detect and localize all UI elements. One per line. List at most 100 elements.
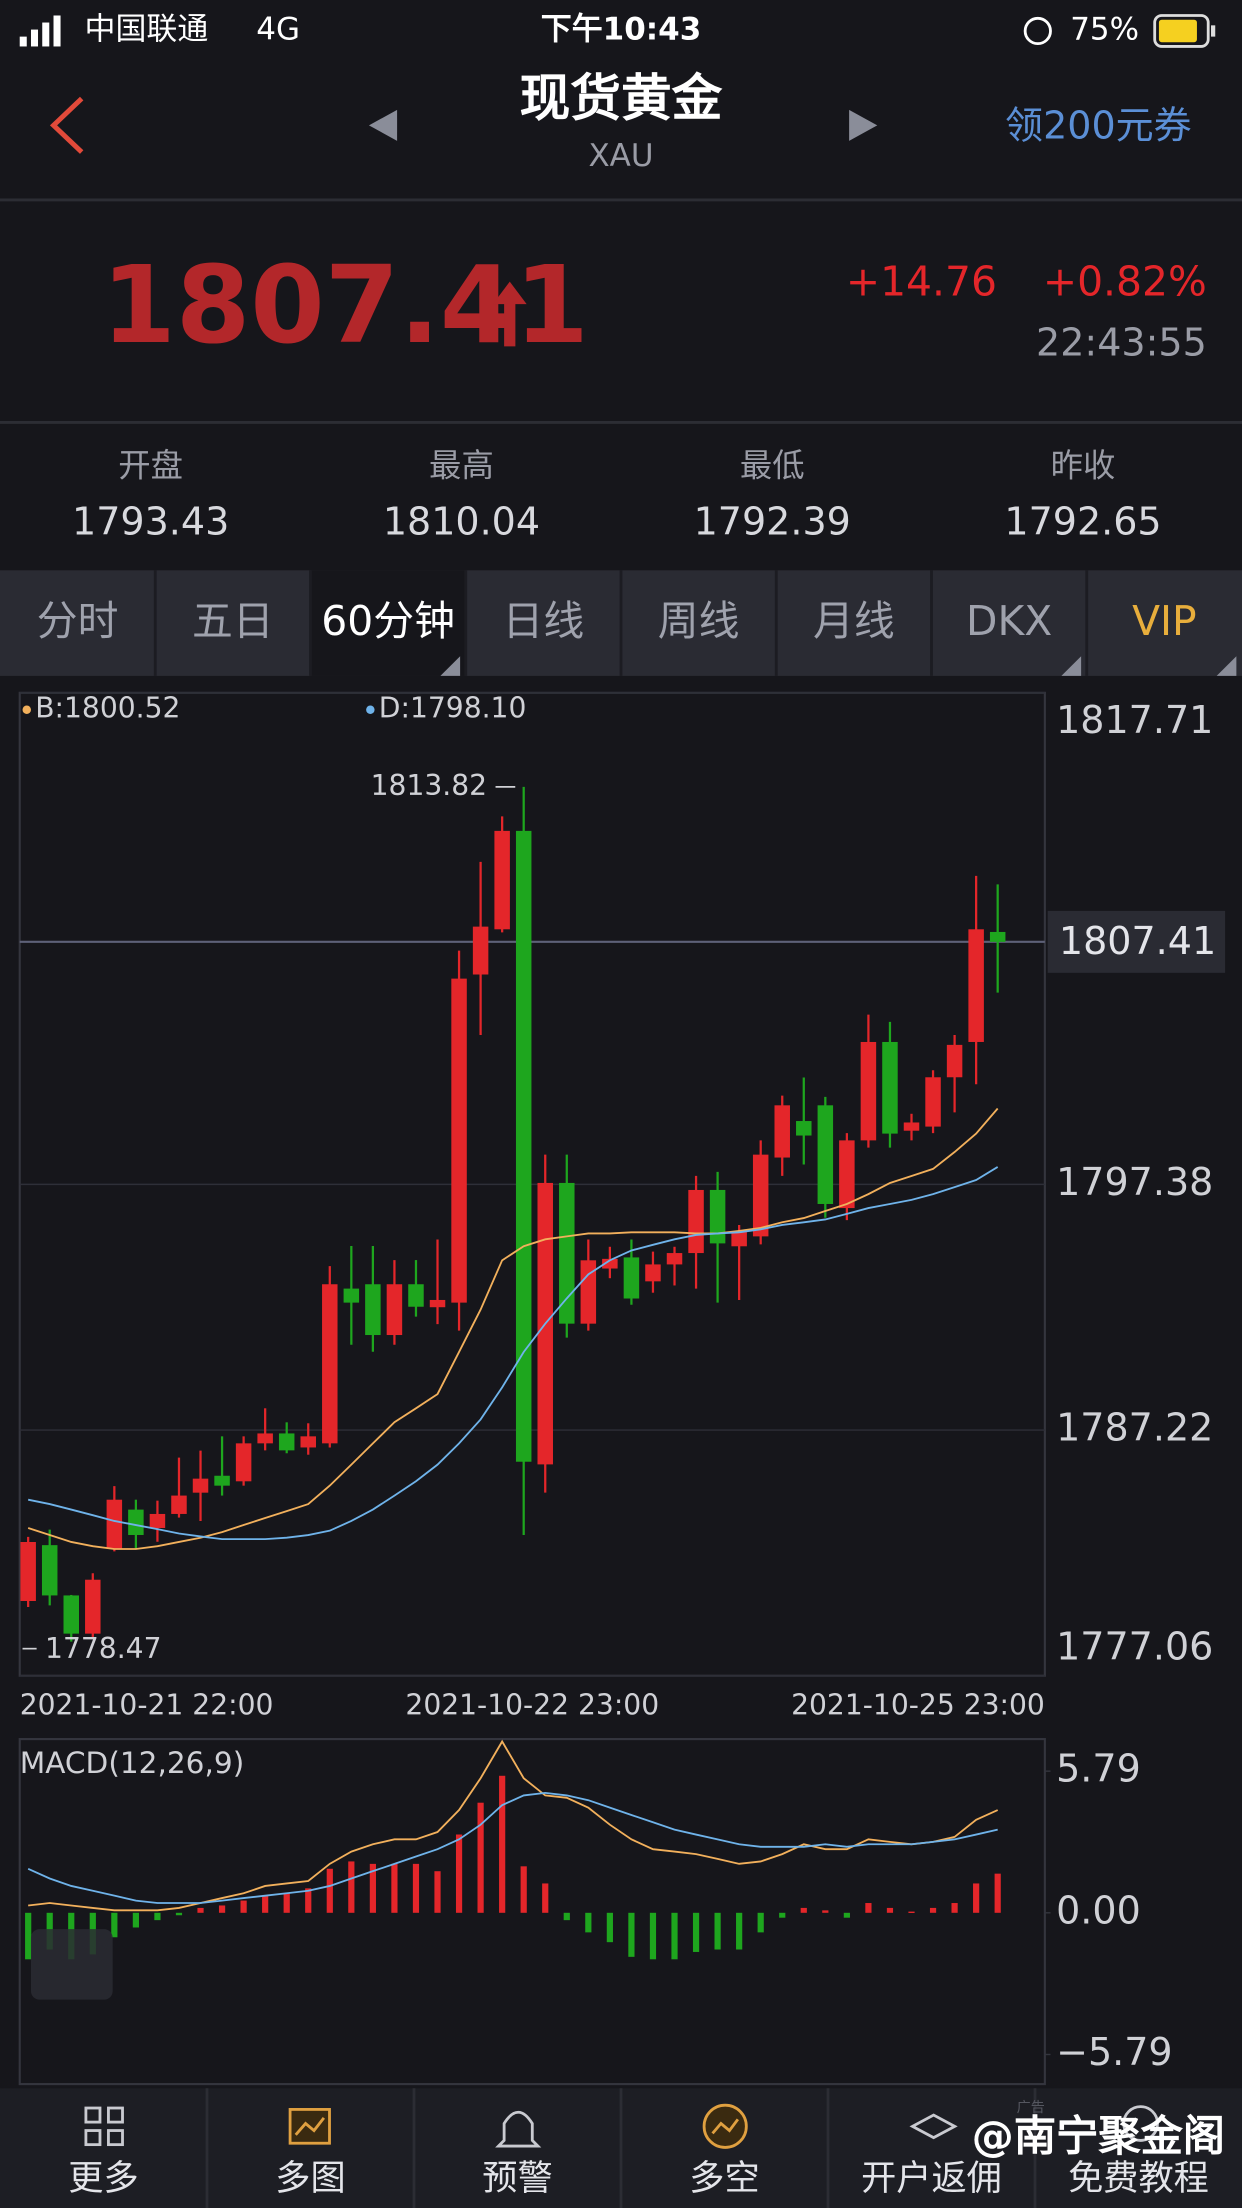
candle-body (903, 1122, 920, 1131)
ma-line (27, 1107, 999, 1550)
macd-bar (434, 1871, 441, 1913)
macd-bar (973, 1883, 980, 1913)
candle-body (709, 1189, 726, 1244)
candle-body (214, 1475, 230, 1486)
candle-body (796, 1121, 812, 1136)
nav-item[interactable]: 免费教程 (1068, 2158, 1209, 2199)
last-price: 1807.41 (101, 244, 588, 368)
candle-body (559, 1182, 575, 1324)
chart: 1817.71 1797.38 1787.22 1777.06 1807.41 B:180… (20, 692, 1226, 2074)
stat-label: 最高 (429, 447, 494, 485)
candle-body (429, 1299, 446, 1308)
candle-body (171, 1495, 187, 1514)
stat-value: 1792.65 (1004, 499, 1161, 543)
candle-body (257, 1433, 273, 1444)
nav-item[interactable]: 更多 (68, 2158, 138, 2199)
back-button[interactable] (49, 96, 84, 154)
macd-bar (757, 1912, 764, 1933)
macd-bar (714, 1912, 721, 1950)
candle-body (149, 1513, 166, 1528)
macd-bar (369, 1863, 376, 1913)
macd-bar (477, 1802, 484, 1913)
tab[interactable]: 60分钟 (321, 597, 455, 645)
prev-button[interactable] (368, 109, 398, 141)
candle-body (192, 1478, 209, 1493)
macd-bar (111, 1912, 118, 1938)
candle-body (752, 1154, 769, 1237)
stat-label: 开盘 (118, 447, 183, 485)
candle-body (386, 1284, 403, 1336)
stat-label: 昨收 (1051, 447, 1116, 485)
macd-bar (305, 1888, 312, 1913)
macd-bar (800, 1907, 807, 1913)
y-tick-label: 1797.38 (1056, 1160, 1213, 1204)
x-tick-label: 2021-10-21 22:00 (20, 1689, 274, 1722)
carrier: 中国联通 (84, 11, 208, 47)
candle-body (580, 1260, 597, 1324)
macd-bar (585, 1912, 592, 1933)
tab[interactable]: 五日 (192, 597, 274, 645)
fullscreen-button[interactable] (30, 1929, 113, 2000)
macd-bar (283, 1893, 290, 1913)
macd-bar (628, 1912, 635, 1957)
y-tick-label: 1787.22 (1056, 1406, 1213, 1450)
annotation-min: 1778.47 (45, 1632, 161, 1665)
macd-bar (218, 1905, 226, 1913)
candle-body (731, 1232, 747, 1247)
macd-bar (865, 1903, 872, 1913)
ad-label: 广告 (1017, 2100, 1045, 2116)
battery-icon (1153, 14, 1216, 48)
nav-icons (84, 2103, 1159, 2149)
annotation-max: 1813.82 (371, 769, 487, 802)
price-tag-label: 1807.41 (1059, 919, 1216, 963)
y-tick-label: 0.00 (1056, 1888, 1141, 1932)
tab[interactable]: DKX (966, 597, 1052, 645)
macd-bar (132, 1912, 139, 1928)
tab[interactable]: 月线 (813, 597, 895, 645)
tab[interactable]: VIP (1132, 597, 1197, 645)
candle-body (63, 1595, 79, 1634)
candle-body (451, 978, 467, 1303)
candle-body (925, 1077, 941, 1127)
change: +14.76 (846, 257, 997, 305)
macd-bar (606, 1912, 613, 1943)
macd-bar (951, 1903, 958, 1913)
x-tick-label: 2021-10-22 23:00 (405, 1689, 659, 1722)
change-percent: +0.82% (1043, 257, 1207, 305)
tab[interactable]: 周线 (658, 597, 740, 645)
macd-bar (348, 1861, 355, 1913)
candle-body (20, 1542, 36, 1601)
next-button[interactable] (849, 109, 878, 141)
nav-item[interactable]: 多图 (275, 2158, 345, 2199)
macd-bar (692, 1912, 700, 1952)
macd-bar (542, 1883, 549, 1913)
candle-body (666, 1253, 683, 1265)
macd-bar (154, 1912, 161, 1921)
macd-bar (25, 1912, 32, 1960)
macd-bar (671, 1912, 678, 1960)
macd-line (27, 1791, 998, 1904)
stat-value: 1810.04 (383, 499, 540, 543)
symbol: XAU (588, 138, 653, 174)
nav-item[interactable]: 预警 (482, 2158, 552, 2199)
quote-time: 22:43:55 (1036, 321, 1207, 365)
candle-body (623, 1257, 640, 1299)
candle-body (300, 1436, 316, 1448)
ma-line (27, 1166, 999, 1541)
candle-body (494, 830, 510, 930)
candle-body (408, 1284, 424, 1307)
candle-body (365, 1284, 381, 1336)
macd-bar (391, 1863, 398, 1913)
candle-body (515, 830, 532, 1462)
tab[interactable]: 日线 (503, 597, 585, 645)
nav-item[interactable]: 多空 (689, 2158, 759, 2199)
coupon-link[interactable]: 领200元券 (1005, 104, 1192, 148)
stat-label: 最低 (740, 447, 805, 485)
macd-bar (197, 1907, 204, 1913)
tab[interactable]: 分时 (37, 597, 119, 645)
nav-item[interactable]: 开户返佣 (861, 2158, 1002, 2199)
y-tick-label: 1777.06 (1056, 1624, 1213, 1668)
lock-icon (1023, 16, 1052, 46)
candle-body (860, 1041, 877, 1141)
